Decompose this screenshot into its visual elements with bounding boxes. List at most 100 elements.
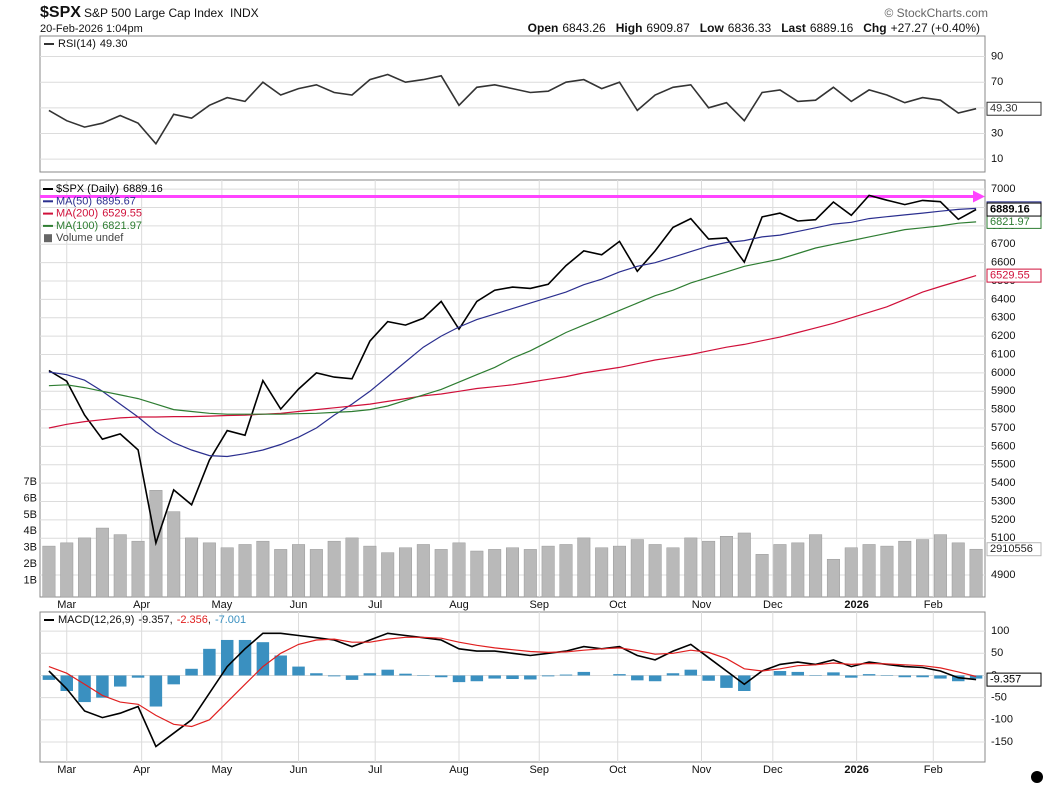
legend-name: MA(200): [56, 208, 98, 220]
legend-name: RSI(14): [58, 38, 96, 50]
date: 20-Feb-2026 1:04pm: [40, 23, 143, 35]
value-tag: [986, 542, 1042, 557]
y-tick-label: 6100: [991, 348, 1015, 360]
quote-value: 6843.26: [562, 21, 606, 35]
bar: [363, 545, 377, 598]
value-tag: [986, 101, 1042, 116]
y2-tick-label: 2B: [24, 558, 37, 570]
bar: [845, 675, 858, 678]
bar: [791, 542, 805, 598]
bar: [399, 547, 413, 598]
bar: [613, 674, 626, 676]
series-line: [48, 275, 977, 429]
series-line: [48, 194, 977, 547]
legend-value: -2.356: [177, 614, 208, 626]
y-tick-label: 5700: [991, 422, 1015, 434]
bar: [381, 552, 395, 598]
x-tick-label: Aug: [449, 599, 469, 611]
bar: [719, 536, 733, 598]
bar: [488, 675, 501, 679]
x-tick-label: Apr: [133, 764, 150, 776]
x-tick-label: Jun: [290, 599, 308, 611]
x-tick-label: Feb: [924, 764, 943, 776]
y-tick-label: 5900: [991, 385, 1015, 397]
quote: Open 6843.26 High 6909.87 Low 6836.33 Last 6889…: [528, 21, 980, 35]
y2-tick-label: 3B: [24, 542, 37, 554]
y-tick-label: 5200: [991, 514, 1015, 526]
y-tick-label: 50: [991, 647, 1003, 659]
annotation-arrow: [973, 190, 985, 203]
legend-value: 6889.16: [123, 183, 163, 195]
quote-value: 6836.33: [728, 21, 772, 35]
bar: [862, 674, 876, 676]
bar: [185, 537, 199, 598]
y-tick-label: -150: [991, 736, 1013, 748]
bar: [969, 675, 983, 679]
bar: [167, 675, 180, 685]
bar: [720, 675, 733, 688]
quote-value: +27.27 (+0.40%): [891, 21, 980, 35]
bar: [131, 675, 145, 678]
x-tick-label: Sep: [529, 764, 549, 776]
bar: [631, 675, 644, 681]
bar: [470, 550, 484, 598]
x-tick-label: Oct: [609, 599, 626, 611]
bar: [684, 537, 698, 598]
y-tick-label: 10: [991, 153, 1003, 165]
value-tag-label: 2910556: [990, 543, 1033, 555]
x-tick-label: Sep: [529, 599, 549, 611]
series-line: [48, 207, 977, 458]
bar: [916, 539, 930, 598]
bar: [292, 666, 305, 676]
bar: [131, 540, 145, 598]
symbol: $SPX: [40, 4, 81, 21]
bar: [559, 674, 573, 676]
bar: [827, 672, 840, 676]
quote-value: 6889.16: [810, 21, 854, 35]
y-tick-label: 5100: [991, 532, 1015, 544]
quote-label: Low: [700, 21, 725, 35]
value-tag: [986, 202, 1042, 217]
bar: [612, 545, 626, 598]
bar: [416, 544, 430, 598]
bar: [60, 542, 74, 598]
x-tick-label: May: [211, 599, 232, 611]
index-name: S&P 500 Large Cap Index: [84, 6, 223, 20]
bar: [381, 669, 394, 676]
y-tick-label: 5400: [991, 477, 1015, 489]
bar: [345, 675, 359, 680]
quote-label: Open: [528, 21, 559, 35]
bar: [826, 558, 840, 598]
bar: [666, 673, 680, 676]
bar: [95, 527, 109, 598]
x-tick-label: Mar: [57, 599, 76, 611]
bar: [898, 540, 912, 598]
series-line: [48, 636, 977, 728]
quote-value: 6909.87: [646, 21, 690, 35]
bar: [327, 540, 341, 598]
value-tag-label: -9.357: [990, 674, 1021, 686]
y-tick-label: 7000: [991, 183, 1015, 195]
legend-value: 6529.55: [102, 208, 142, 220]
bar: [773, 544, 787, 598]
legend-sep: ,: [170, 614, 173, 626]
bar: [309, 549, 323, 598]
legend: MACD(12,26,9) -9.357, -2.356, -7.001: [58, 614, 246, 626]
bar: [42, 545, 56, 598]
bar: [167, 511, 181, 598]
legend-sep: ,: [208, 614, 211, 626]
bar: [541, 545, 555, 598]
bar: [648, 544, 662, 598]
bar: [933, 534, 947, 598]
quote-label: High: [616, 21, 643, 35]
exchange: INDX: [230, 6, 259, 20]
x-tick-label: Jul: [368, 599, 382, 611]
legend-name: $SPX (Daily): [56, 183, 119, 195]
bar: [399, 673, 412, 676]
bar: [737, 532, 751, 598]
bar: [452, 542, 466, 598]
x-tick-label: Apr: [133, 599, 150, 611]
bar: [452, 675, 466, 683]
bar: [256, 540, 270, 598]
